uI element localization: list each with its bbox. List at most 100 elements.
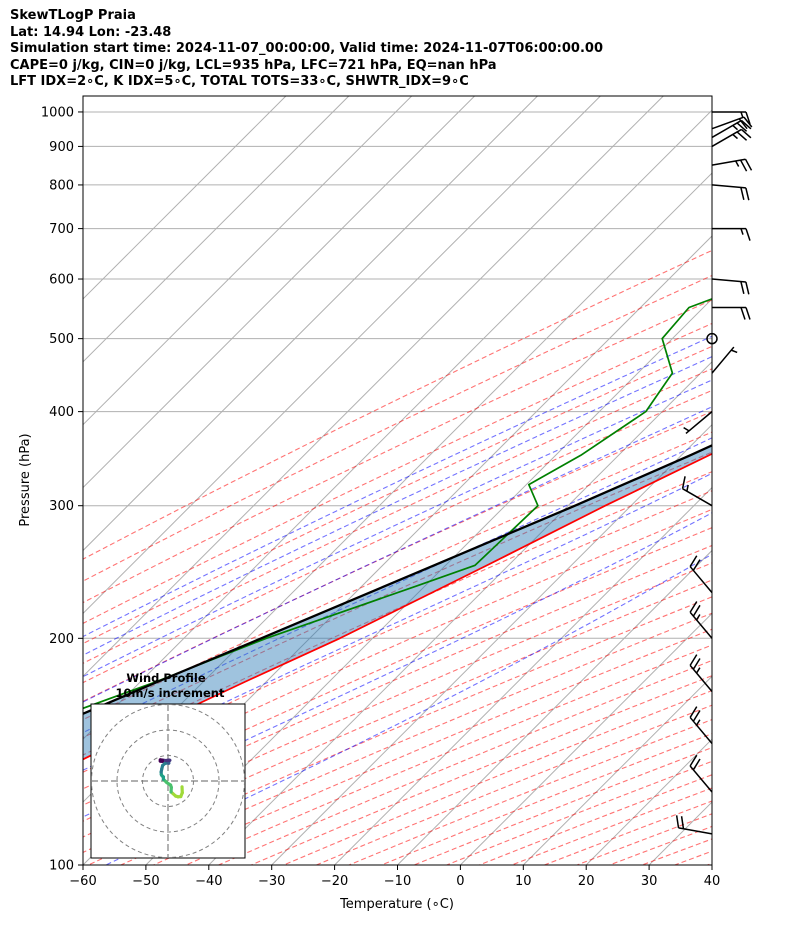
y-axis-label: Pressure (hPa) xyxy=(18,433,33,526)
barb-staff xyxy=(689,664,713,692)
isotherm xyxy=(460,612,712,865)
x-axis-label: Temperature (∘C) xyxy=(339,897,454,912)
barb-flag xyxy=(743,116,753,128)
isotherm xyxy=(83,96,475,489)
x-tick-label: −30 xyxy=(258,874,285,889)
barb-flag xyxy=(740,128,752,139)
dry-adiabat xyxy=(83,345,712,645)
dry-adiabat xyxy=(707,862,712,865)
wind-barb xyxy=(711,158,753,172)
barb-flag xyxy=(745,307,751,320)
isotherm xyxy=(145,298,712,865)
x-tick-label: 0 xyxy=(456,874,464,889)
wind-barb xyxy=(689,654,713,692)
wind-barb xyxy=(712,227,751,241)
x-tick-label: 40 xyxy=(704,874,721,889)
calm-wind-marker xyxy=(706,332,718,345)
isotherm xyxy=(83,96,538,552)
barb-flag xyxy=(740,119,752,130)
wind-barb xyxy=(711,128,752,148)
dry-adiabat xyxy=(83,368,712,664)
y-tick-label: 1000 xyxy=(41,105,74,120)
dry-adiabat xyxy=(83,322,712,625)
barb-flag xyxy=(692,604,701,617)
barb-flag xyxy=(689,654,698,666)
wind-barb xyxy=(683,411,713,435)
barb-staff xyxy=(711,119,742,139)
dry-adiabat xyxy=(83,389,712,684)
y-tick-label: 800 xyxy=(49,178,74,193)
dry-adiabat xyxy=(576,813,712,865)
barb-flag xyxy=(692,758,701,771)
isotherm xyxy=(83,96,664,678)
barb-staff xyxy=(711,278,746,283)
wind-barb xyxy=(681,476,713,507)
x-tick-label: 10 xyxy=(515,874,532,889)
barb-flag xyxy=(736,122,748,132)
wind-barb xyxy=(675,815,713,835)
barb-flag xyxy=(692,710,701,722)
barb-flag xyxy=(739,159,748,172)
profile-lines xyxy=(83,297,712,761)
barb-staff xyxy=(711,184,746,189)
dry-adiabat xyxy=(83,249,712,560)
barb-flag xyxy=(745,281,750,295)
y-tick-label: 600 xyxy=(49,273,74,288)
parcel-line xyxy=(83,444,712,716)
indices-line-1: CAPE=0 j/kg, CIN=0 j/kg, LCL=935 hPa, LF… xyxy=(10,57,497,73)
dry-adiabat xyxy=(83,579,712,853)
barb-flag xyxy=(745,187,750,201)
barb-staff xyxy=(689,611,713,639)
wind-barb xyxy=(712,306,751,320)
barb-staff xyxy=(678,827,713,835)
barb-staff xyxy=(711,158,746,166)
isotherm xyxy=(83,96,601,615)
barb-half-flag xyxy=(732,124,739,131)
barb-flag xyxy=(740,281,745,295)
hodograph-plot xyxy=(91,704,245,858)
dry-adiabat xyxy=(83,274,712,582)
barb-half-flag xyxy=(734,160,740,167)
chart-title: SkewTLogP Praia xyxy=(10,8,136,23)
barb-flag xyxy=(692,559,701,571)
moist-adiabat xyxy=(83,406,712,703)
dry-adiabat xyxy=(88,596,712,865)
x-tick-label: −40 xyxy=(195,874,222,889)
isotherm xyxy=(83,96,350,363)
barb-flag xyxy=(689,754,698,767)
cin-fill-area xyxy=(83,445,712,760)
x-axis-ticks: −60 −50 −40 −30 −20 −10 0 10 20 30 40 xyxy=(69,865,720,889)
barb-staff xyxy=(689,765,713,793)
x-tick-label: −10 xyxy=(384,874,411,889)
barb-flag xyxy=(689,706,698,718)
y-tick-label: 100 xyxy=(49,859,74,874)
y-axis-ticks: 1000 900 800 700 600 500 400 300 200 100 xyxy=(41,105,83,874)
dry-adiabat xyxy=(642,838,712,865)
indices-line-2: LFT IDX=2∘C, K IDX=5∘C, TOTAL TOTS=33∘C,… xyxy=(10,74,469,89)
isotherm xyxy=(334,486,712,865)
cape-cin-fill xyxy=(83,445,712,760)
dry-adiabat xyxy=(83,299,712,604)
dry-adiabat xyxy=(218,659,712,865)
x-tick-label: −60 xyxy=(69,874,96,889)
barb-flag xyxy=(740,187,745,200)
dry-adiabat xyxy=(283,690,712,865)
isotherm xyxy=(522,675,712,865)
x-tick-label: −20 xyxy=(321,874,348,889)
isotherm xyxy=(271,423,712,865)
isotherm xyxy=(711,864,712,865)
barb-flag xyxy=(744,158,753,171)
wind-barb xyxy=(711,184,750,201)
barb-flag xyxy=(689,601,698,613)
y-tick-label: 200 xyxy=(49,632,74,647)
barb-half-flag xyxy=(695,667,701,674)
wind-barb xyxy=(689,754,713,793)
wind-barb xyxy=(711,346,738,374)
dry-adiabat xyxy=(381,733,712,865)
dewpoint-line xyxy=(83,297,712,710)
x-tick-label: 20 xyxy=(578,874,595,889)
wind-barb xyxy=(689,706,713,744)
dry-adiabat xyxy=(348,718,712,865)
dry-adiabat xyxy=(83,562,712,838)
